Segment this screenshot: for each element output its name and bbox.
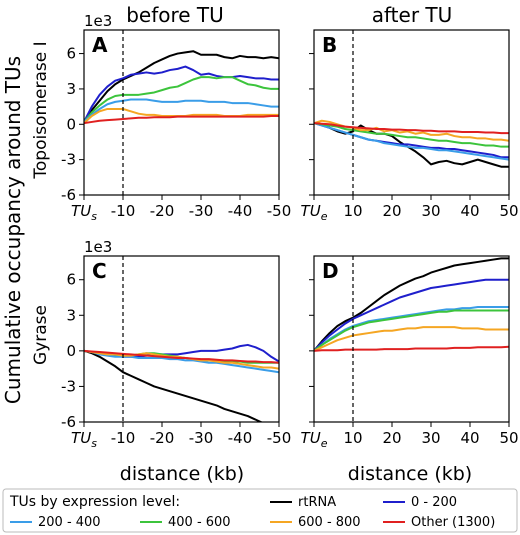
legend-label-rtrna: rtRNA [298,495,336,510]
xtick-label-A: -40 [228,202,253,220]
xtick-label-D: 10 [343,429,362,447]
xtick-label-B: TUe [301,202,328,223]
series-line-C-3 [84,349,279,374]
series-line-D-1 [314,278,509,352]
series-line-D-3 [314,309,509,352]
panel-letter-A: A [92,33,108,57]
row-label-topo: Topoisomerase I [31,41,51,179]
ytick-label-C: 0 [66,342,76,360]
ytick-label-C: 3 [66,306,76,324]
shared-ylabel: Cumulative occupancy around TUs [1,56,25,404]
exponent-top: 1e3 [84,12,112,30]
panel-letter-D: D [322,259,339,283]
ytick-label-A: -6 [61,186,76,204]
exponent-bottom: 1e3 [84,238,112,256]
ytick-label-A: 3 [66,80,76,98]
legend: TUs by expression level: 200 - 400 400 -… [2,488,518,533]
series-line-B-2 [314,122,509,161]
ytick-label-A: 0 [66,115,76,133]
xtick-label-A: -30 [189,202,214,220]
axes-frame-B [313,29,510,196]
col-title-after: after TU [372,3,453,27]
series-line-D-2 [314,305,509,352]
xtick-label-A: -10 [111,202,136,220]
panel-letter-C: C [92,259,107,283]
panel-letter-B: B [322,33,337,57]
axes-frame-D [313,255,510,423]
ytick-label-C: -6 [61,413,76,431]
legend-label-400-600: 400 - 600 [168,515,231,530]
series-line-B-5 [314,122,509,135]
panel-B: TUe 10 20 30 40 50 B [301,29,519,223]
ytick-label-A: -3 [61,151,76,169]
series-line-B-3 [314,122,509,148]
xtick-label-A: TUs [71,202,97,223]
series-line-A-5 [84,115,279,125]
xtick-label-D: 50 [499,429,518,447]
ytick-label-C: 6 [66,271,76,289]
series-line-A-2 [84,76,279,123]
axes-frame-A [83,29,280,196]
series-line-D-4 [314,326,509,352]
series-line-D-0 [314,257,509,352]
legend-title: TUs by expression level: [9,494,180,510]
xtick-label-C: -40 [228,429,253,447]
legend-label-0-200: 0 - 200 [411,495,457,510]
series-line-A-1 [84,65,279,123]
legend-label-600-800: 600 - 800 [298,515,361,530]
xtick-label-D: 30 [421,429,440,447]
xtick-label-B: 10 [343,202,362,220]
series-line-C-0 [84,349,264,422]
xtick-label-B: 30 [421,202,440,220]
xtick-label-C: -10 [111,429,136,447]
xtick-label-C: TUs [71,429,97,450]
ytick-label-A: 6 [66,45,76,63]
ytick-label-C: -3 [61,377,76,395]
row-label-gyrase: Gyrase [31,305,51,365]
legend-label-200-400: 200 - 400 [38,515,101,530]
xtick-label-B: 50 [499,202,518,220]
xtick-label-B: 40 [460,202,479,220]
series-line-A-3 [84,98,279,123]
xtick-label-B: 20 [382,202,401,220]
xtick-label-D: 40 [460,429,479,447]
xtick-label-D: 20 [382,429,401,447]
series-line-D-5 [314,345,509,352]
panel-D: TUe 10 20 30 40 50 D [301,255,519,450]
xtick-label-A: -20 [150,202,175,220]
xtick-label-D: TUe [301,429,328,450]
xtick-label-A: -50 [267,202,292,220]
col-title-before: before TU [126,3,224,27]
series-line-C-5 [84,349,279,364]
xtick-label-C: -30 [189,429,214,447]
xlabel-right: distance (kb) [348,463,472,485]
axes-frame-C [83,255,280,423]
series-line-A-0 [84,50,279,123]
xtick-label-C: -20 [150,429,175,447]
xtick-label-C: -50 [267,429,292,447]
xlabel-left: distance (kb) [120,463,244,485]
legend-label-other: Other (1300) [411,515,495,530]
